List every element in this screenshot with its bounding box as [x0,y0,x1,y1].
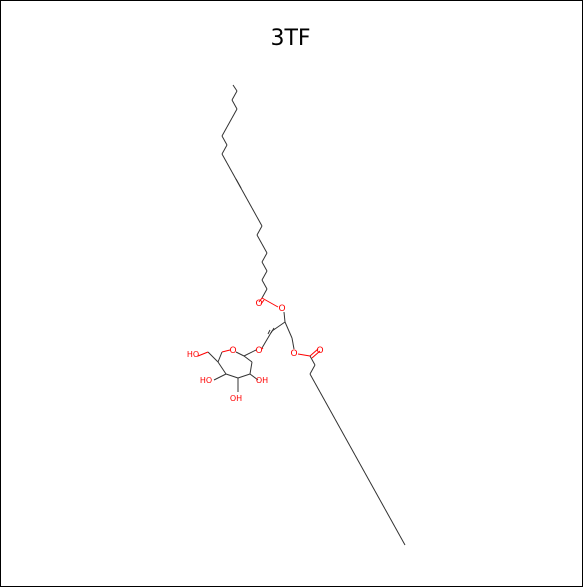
palmitoyl-chain-bond [309,355,316,366]
palmitoyl-chain-bond [309,364,316,375]
palmitoyl-chain-bond [399,535,406,546]
hydroxyl-c3-label: OH [230,394,242,403]
palmitoyl-chain-bond [379,499,386,510]
ester-oxygen-upper: O [278,304,285,314]
oleoyl-chain-bond [221,135,228,146]
carbonyl-bond-upper [260,299,265,305]
palmitoyl-chain-bond [384,508,391,519]
glycerol-bond [291,337,295,350]
carbonyl-bond-upper [258,297,263,303]
glycosidic-oxygen: O [255,346,262,356]
hydroxyl-bond [213,373,227,381]
ester-oxygen-lower: O [290,349,297,359]
oleoyl-chain-bond [246,198,253,209]
oleoyl-chain-bond [256,225,263,236]
hydroxymethyl-label: HO [187,350,199,359]
oleoyl-chain-bond [261,261,268,272]
carbonyl-bond-lower [311,350,321,359]
ring-bond [243,355,253,363]
ring-bond [249,361,253,375]
double-bond-line [235,178,242,189]
ring-bond [237,373,251,379]
stereo-hash [270,327,275,334]
oleoyl-chain-bond [251,207,258,218]
bond-lines [197,84,406,546]
ester-bond-upper [261,297,279,308]
oleoyl-chain-bond [261,270,268,281]
palmitoyl-chain-bond [394,526,401,537]
palmitoyl-chain-bond [389,517,396,528]
oleoyl-chain-bond [256,216,263,227]
palmitoyl-chain-bond [314,382,321,393]
ring-bond [217,351,223,363]
palmitoyl-chain-bond [324,400,331,411]
oleoyl-chain-bond [221,126,228,137]
glycerol-bond [284,321,293,339]
oleoyl-chain-bond [221,144,228,155]
oleoyl-chain-bond [241,189,248,200]
glycerol-bond [271,321,286,332]
oleoyl-chain-bond [231,108,238,119]
oleoyl-chain-bond [261,243,268,254]
hydroxyl-c2-label: OH [256,376,268,385]
ester-bond-lower [297,353,311,357]
ring-o-bond [221,349,231,353]
ring-bond [235,351,245,357]
oleoyl-chain-bond [231,99,238,110]
oleoyl-chain-bond [226,162,233,173]
atom-labels: O O O O O O HO HO OH OH [187,299,324,403]
ring-bond [225,373,239,379]
stereo-hash [267,329,271,335]
palmitoyl-chain-bond [319,391,326,402]
palmitoyl-chain-bond [329,409,336,420]
glycosidic-bond [261,347,264,350]
glycosidic-bond [243,349,257,357]
oleoyl-chain-bond [256,234,263,245]
oleoyl-chain-bond [261,288,268,299]
oleoyl-chain-bond [226,117,233,128]
carbonyl-bond-lower [309,348,319,357]
carbonyl-oxygen-upper: O [255,299,262,309]
palmitoyl-chain-bond [349,445,356,456]
oleoyl-chain-bond [231,90,238,101]
oleoyl-chain-bond [261,279,268,290]
oleoyl-chain-bond [232,84,238,92]
glycerol-bond [261,330,273,349]
ring-oxygen: O [229,346,236,356]
palmitoyl-chain-bond [374,490,381,501]
palmitoyl-chain-bond [309,373,316,384]
palmitoyl-chain-bond [344,436,351,447]
oleoyl-chain-bond [221,153,228,164]
ring-bond [217,361,227,375]
glycerol-bond [283,311,286,323]
palmitoyl-chain-bond [359,463,366,474]
oleoyl-chain-bond [261,252,268,263]
hydroxyl-c4-label: HO [200,376,212,385]
hydroxyl-bond [249,373,259,381]
hydroxymethyl-bond [207,351,219,363]
palmitoyl-chain-bond [334,418,341,429]
hydroxymethyl-bond [197,351,209,357]
palmitoyl-chain-bond [364,472,371,483]
palmitoyl-chain-bond [369,481,376,492]
carbonyl-oxygen-lower: O [316,346,323,356]
molecule-title: 3TF [270,26,311,51]
palmitoyl-chain-bond [354,454,361,465]
palmitoyl-chain-bond [339,427,346,438]
